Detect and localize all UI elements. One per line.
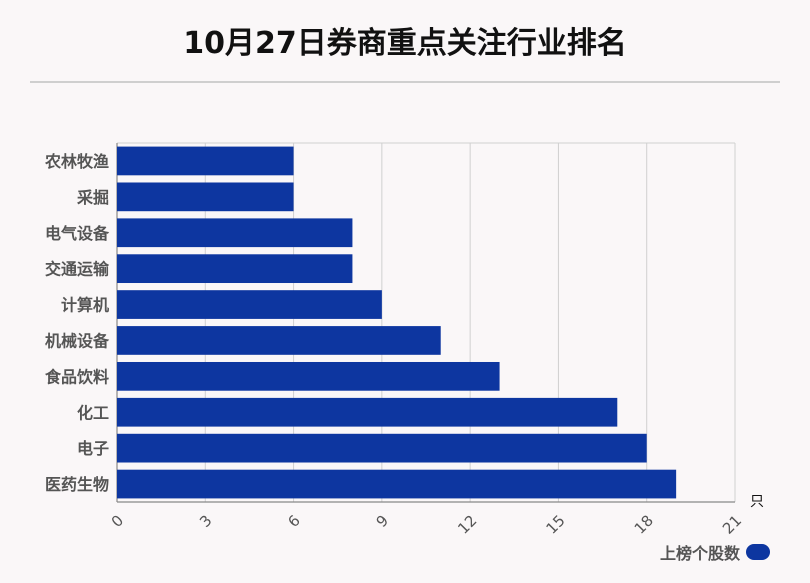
category-label: 电子	[77, 439, 109, 458]
bar	[117, 254, 353, 284]
bar	[117, 433, 647, 463]
bars-group	[117, 146, 677, 499]
category-label: 农林牧渔	[44, 152, 109, 171]
tick-labels: 0 3 6 9 12 15 18 21	[108, 512, 745, 538]
category-label: 医药生物	[45, 475, 109, 494]
x-tick-label: 21	[719, 512, 745, 538]
chart-title: 10月27日券商重点关注行业排名	[183, 26, 627, 61]
bar	[117, 361, 500, 391]
bar	[117, 218, 353, 248]
category-label: 化工	[77, 403, 109, 422]
bar	[117, 182, 294, 212]
x-tick-label: 0	[108, 512, 127, 531]
bar	[117, 469, 677, 499]
title-divider	[30, 81, 780, 83]
bar	[117, 146, 294, 176]
x-tick-label: 9	[373, 512, 392, 531]
x-tick-label: 6	[284, 512, 303, 531]
bar	[117, 397, 618, 427]
category-label: 交通运输	[45, 260, 110, 279]
x-tick-label: 15	[542, 512, 568, 538]
category-label: 食品饮料	[44, 367, 109, 386]
x-unit-label: 只	[750, 494, 764, 510]
x-tick-label: 3	[196, 512, 215, 531]
bar	[117, 326, 441, 355]
legend-swatch-icon	[746, 544, 770, 560]
category-label: 机械设备	[45, 331, 110, 350]
x-tick-label: 12	[454, 512, 480, 538]
legend-label: 上榜个股数	[659, 544, 740, 563]
legend: 上榜个股数	[660, 540, 770, 564]
x-tick-label: 18	[631, 512, 657, 538]
category-label: 电气设备	[45, 224, 110, 243]
category-label: 采掘	[76, 188, 109, 207]
category-label: 计算机	[61, 296, 109, 315]
bar	[117, 290, 382, 319]
